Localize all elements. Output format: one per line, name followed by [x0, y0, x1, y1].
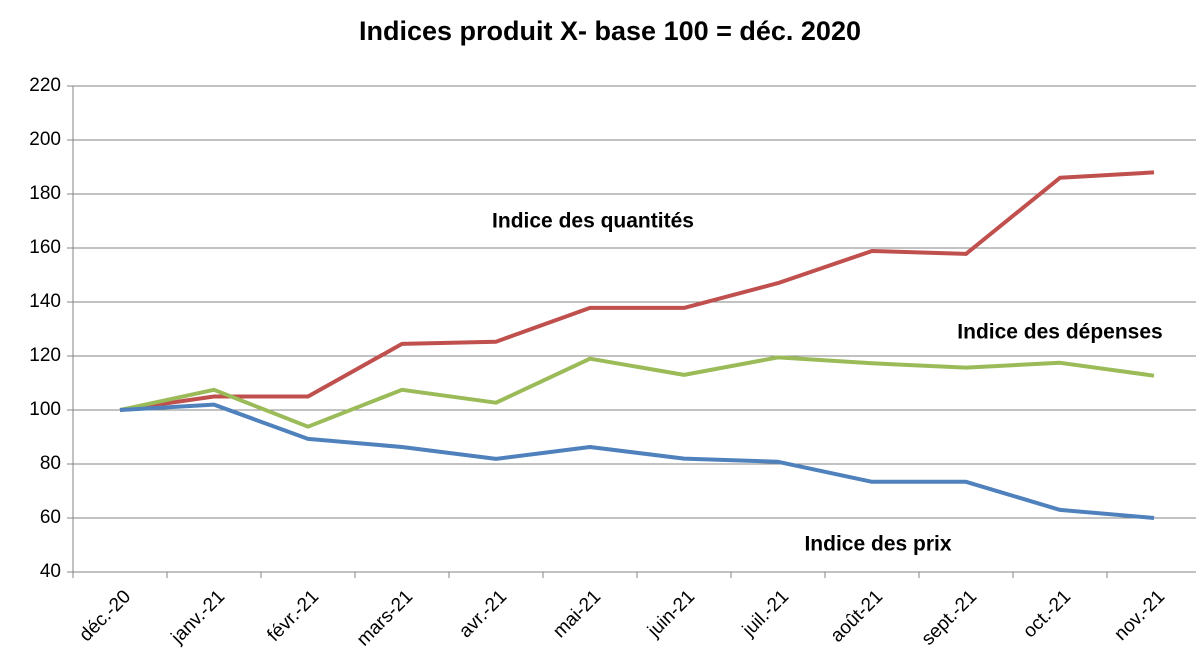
x-tick-label: nov.-21: [1110, 586, 1169, 645]
x-tick-label: mars-21: [353, 586, 417, 650]
series-label: Indice des dépenses: [957, 321, 1162, 344]
series-line: [119, 170, 1155, 412]
y-tick-label: 120: [29, 345, 61, 366]
x-tick-label: sept.-21: [918, 586, 981, 649]
x-tick-label: févr.-21: [263, 586, 323, 646]
chart-title: Indices produit X- base 100 = déc. 2020: [359, 16, 861, 46]
series-line: [119, 355, 1155, 429]
x-tick-label: juin-21: [643, 586, 699, 642]
x-tick-label: déc.-20: [75, 586, 135, 646]
x-tick-label: avr.-21: [455, 586, 511, 642]
y-tick-label: 140: [29, 291, 61, 312]
y-tick-label: 100: [29, 399, 61, 420]
x-tick-label: janv.-21: [167, 586, 229, 648]
y-tick-label: 160: [29, 237, 61, 258]
y-tick-label: 200: [29, 129, 61, 150]
x-tick-label: mai-21: [549, 586, 605, 642]
series-label: Indice des quantités: [492, 210, 694, 233]
y-tick-label: 40: [40, 561, 61, 582]
x-tick-label: oct.-21: [1019, 586, 1075, 642]
y-tick-label: 220: [29, 75, 61, 96]
y-tick-label: 180: [29, 183, 61, 204]
series-line: [119, 402, 1155, 520]
series-label: Indice des prix: [804, 533, 951, 556]
x-tick-label: août-21: [827, 586, 887, 646]
y-tick-label: 80: [40, 453, 61, 474]
x-tick-label: juil.-21: [738, 586, 793, 641]
y-tick-label: 60: [40, 507, 61, 528]
